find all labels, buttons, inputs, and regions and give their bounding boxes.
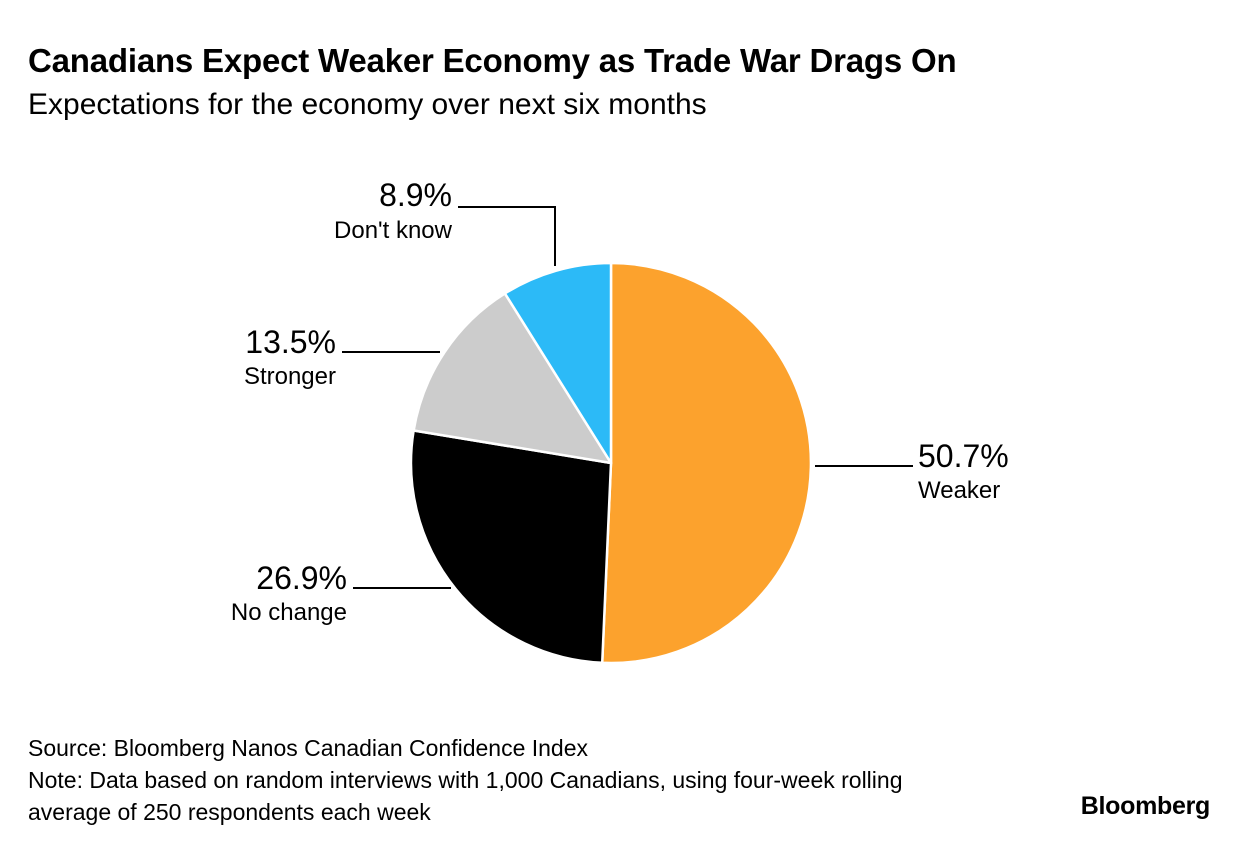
category-label-don-t-know: Don't know bbox=[334, 217, 453, 244]
bloomberg-logo: Bloomberg bbox=[1080, 792, 1211, 820]
category-label-stronger: Stronger bbox=[244, 363, 336, 390]
pie-slice-stronger bbox=[412, 292, 613, 465]
category-label-weaker: Weaker bbox=[918, 477, 1000, 504]
source-note: Source: Bloomberg Nanos Canadian Confide… bbox=[28, 735, 589, 761]
chart-title: Canadians Expect Weaker Economy as Trade… bbox=[28, 42, 957, 79]
chart-subtitle: Expectations for the economy over next s… bbox=[28, 88, 707, 121]
leader-line-don-t-know bbox=[458, 206, 556, 266]
pie-slice-don-t-know bbox=[503, 261, 613, 465]
pie-slice-no-change bbox=[409, 429, 613, 665]
pie-slice-weaker bbox=[600, 261, 813, 665]
methodology-note-line-1: Note: Data based on random interviews wi… bbox=[28, 767, 903, 793]
value-label-stronger: 13.5% bbox=[245, 324, 336, 360]
category-label-no-change: No change bbox=[231, 599, 347, 626]
value-label-don-t-know: 8.9% bbox=[379, 177, 452, 213]
value-label-no-change: 26.9% bbox=[256, 560, 347, 596]
methodology-note-line-2: average of 250 respondents each week bbox=[28, 799, 431, 825]
chart-footer: Source: Bloomberg Nanos Canadian Confide… bbox=[28, 732, 902, 828]
value-label-weaker: 50.7% bbox=[918, 438, 1009, 474]
